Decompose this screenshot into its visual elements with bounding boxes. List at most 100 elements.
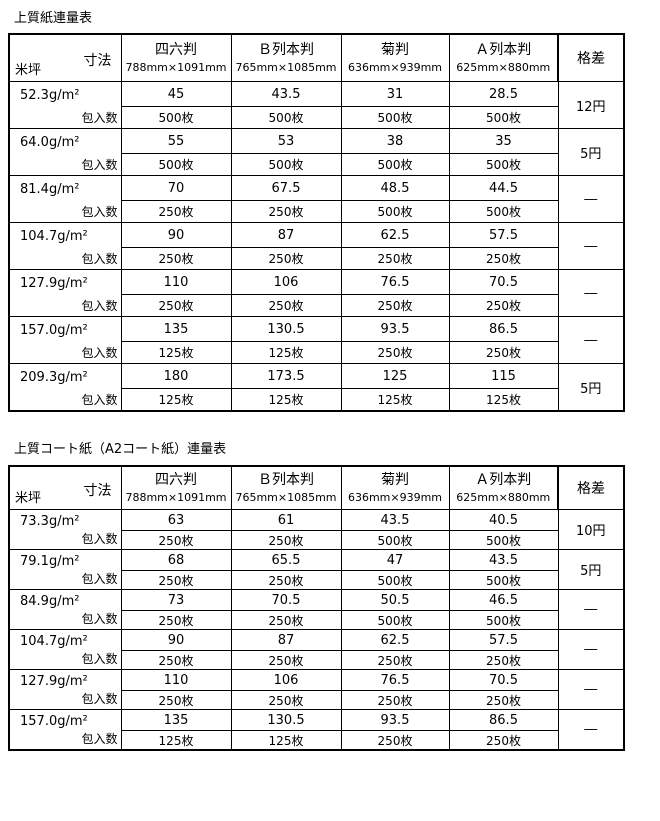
ream-weight-cell: 87	[230, 222, 342, 248]
header-row: 寸法 米坪 四六判 788mm×1091mm Ｂ列本判 765mm×1085mm…	[8, 33, 625, 82]
sheet-count-cell: 500枚	[340, 106, 450, 129]
sheet-count-cell: 250枚	[120, 530, 232, 550]
corner-cell: 寸法 米坪	[8, 33, 122, 82]
format-name: 菊判	[381, 42, 409, 58]
count-row-label: 包入数	[81, 111, 118, 125]
ream-weight-cell: 180	[120, 363, 232, 389]
ream-weight-cell: 130.5	[230, 316, 342, 342]
row-header-cell: 157.0g/m² 包入数	[8, 709, 122, 751]
table-row: 127.9g/m² 包入数 110 106 76.5 70.5 ―	[8, 669, 625, 710]
sheet-count-cell: 125枚	[120, 388, 232, 412]
table-row: 125枚 125枚 250枚 250枚	[9, 341, 624, 364]
ream-weight-cell: 62.5	[340, 222, 450, 248]
ream-weight-cell: 110	[120, 669, 232, 691]
basis-weight-label: 米坪	[15, 491, 42, 506]
sheet-count-cell: 500枚	[448, 200, 559, 223]
basis-weight-value: 73.3g/m²	[20, 514, 80, 529]
ream-weight-cell: 38	[340, 128, 450, 154]
format-name: 菊判	[381, 472, 409, 488]
ream-weight-cell: 130.5	[230, 709, 342, 731]
format-name: 四六判	[155, 42, 197, 58]
column-header: 菊判 636mm×939mm	[340, 465, 450, 510]
table-row: 104.7g/m² 包入数 90 87 62.5 57.5 ―	[8, 629, 625, 670]
ream-weight-cell: 43.5	[448, 549, 559, 571]
format-name: Ａ列本判	[475, 42, 532, 58]
format-size: 636mm×939mm	[347, 491, 443, 504]
price-gap-cell: ―	[557, 589, 625, 630]
sheet-count-cell: 500枚	[340, 200, 450, 223]
ream-weight-cell: 48.5	[340, 175, 450, 201]
basis-weight-value: 52.3g/m²	[20, 88, 80, 103]
column-header: 四六判 788mm×1091mm	[120, 33, 232, 82]
sheet-count-cell: 500枚	[340, 153, 450, 176]
table-row: 64.0g/m² 包入数 55 53 38 35 5円	[8, 128, 625, 176]
basis-weight-value: 209.3g/m²	[20, 370, 88, 385]
table-title: 上質紙連量表	[14, 11, 93, 26]
ream-weight-cell: 90	[120, 222, 232, 248]
count-row-label: 包入数	[81, 205, 118, 219]
count-row-label: 包入数	[81, 158, 118, 172]
ream-weight-table: 寸法 米坪 四六判 788mm×1091mm Ｂ列本判 765mm×1085mm…	[8, 33, 625, 412]
sheet-count-cell: 500枚	[448, 153, 559, 176]
sheet-count-cell: 125枚	[230, 388, 342, 412]
row-header-cell: 127.9g/m² 包入数	[8, 669, 122, 710]
sheet-count-cell: 250枚	[120, 650, 232, 670]
table-row: 250枚 250枚 250枚 250枚	[9, 247, 624, 270]
ream-weight-cell: 31	[340, 81, 450, 107]
sheet-count-cell: 250枚	[120, 610, 232, 630]
table-row: 104.7g/m² 包入数 90 87 62.5 57.5 ―	[8, 222, 625, 270]
row-header-cell: 127.9g/m² 包入数	[8, 269, 122, 317]
table-row: 250枚 250枚 500枚 500枚	[9, 200, 624, 223]
count-row-label: 包入数	[81, 612, 118, 626]
basis-weight-value: 157.0g/m²	[20, 714, 88, 729]
ream-weight-cell: 50.5	[340, 589, 450, 611]
header-row: 寸法 米坪 四六判 788mm×1091mm Ｂ列本判 765mm×1085mm…	[8, 465, 625, 510]
sheet-count-cell: 125枚	[120, 730, 232, 751]
ream-weight-cell: 62.5	[340, 629, 450, 651]
ream-weight-cell: 46.5	[448, 589, 559, 611]
sheet-count-cell: 125枚	[120, 341, 232, 364]
sheet-count-cell: 500枚	[230, 153, 342, 176]
table-row: 79.1g/m² 包入数 68 65.5 47 43.5 5円	[8, 549, 625, 590]
ream-weight-cell: 57.5	[448, 629, 559, 651]
ream-weight-cell: 68	[120, 549, 232, 571]
ream-weight-cell: 47	[340, 549, 450, 571]
ream-weight-cell: 86.5	[448, 709, 559, 731]
basis-weight-value: 127.9g/m²	[20, 276, 88, 291]
table-row: 125枚 125枚 125枚 125枚	[9, 388, 624, 412]
table-row: 209.3g/m² 包入数 180 173.5 125 115 5円	[8, 363, 625, 412]
ream-weight-cell: 93.5	[340, 316, 450, 342]
ream-weight-cell: 53	[230, 128, 342, 154]
sheet-count-cell: 250枚	[120, 294, 232, 317]
basis-weight-value: 157.0g/m²	[20, 323, 88, 338]
ream-weight-cell: 106	[230, 669, 342, 691]
sheet-count-cell: 250枚	[120, 690, 232, 710]
dimension-label: 寸法	[83, 482, 112, 499]
row-header-cell: 64.0g/m² 包入数	[8, 128, 122, 176]
sheet-count-cell: 250枚	[230, 247, 342, 270]
price-gap-header: 格差	[557, 33, 625, 82]
ream-weight-cell: 35	[448, 128, 559, 154]
price-gap-cell: ―	[557, 222, 625, 270]
table-row: 84.9g/m² 包入数 73 70.5 50.5 46.5 ―	[8, 589, 625, 630]
sheet-count-cell: 250枚	[120, 200, 232, 223]
table-body: 52.3g/m² 包入数 45 43.5 31 28.5 12円 500枚 500枚 500枚 50…	[8, 81, 625, 412]
format-size: 765mm×1085mm	[235, 491, 337, 504]
sheet-count-cell: 250枚	[340, 247, 450, 270]
price-gap-cell: ―	[557, 269, 625, 317]
sheet-count-cell: 500枚	[448, 610, 559, 630]
count-row-label: 包入数	[81, 692, 118, 706]
sheet-count-cell: 250枚	[230, 570, 342, 590]
format-size: 625mm×880mm	[456, 61, 551, 74]
price-gap-cell: 5円	[557, 128, 625, 176]
ream-weight-cell: 70.5	[448, 669, 559, 691]
sheet-count-cell: 250枚	[340, 690, 450, 710]
format-size: 765mm×1085mm	[235, 61, 337, 74]
format-size: 625mm×880mm	[456, 491, 551, 504]
ream-weight-table: 寸法 米坪 四六判 788mm×1091mm Ｂ列本判 765mm×1085mm…	[8, 465, 625, 751]
price-gap-cell: ―	[557, 316, 625, 364]
corner-cell: 寸法 米坪	[8, 465, 122, 510]
row-header-cell: 157.0g/m² 包入数	[8, 316, 122, 364]
sheet-count-cell: 125枚	[230, 730, 342, 751]
